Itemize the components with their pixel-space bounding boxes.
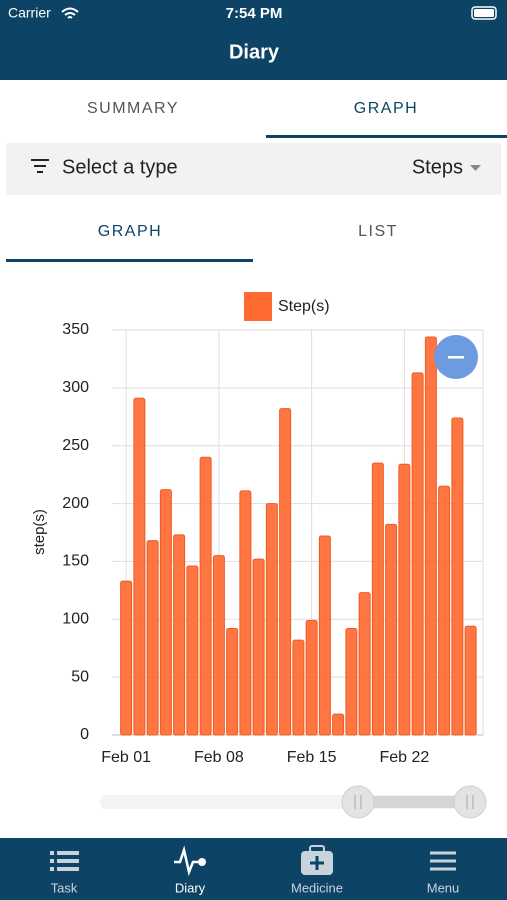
filter-row[interactable] xyxy=(6,143,501,195)
bar xyxy=(279,408,292,736)
filter-icon xyxy=(31,159,49,173)
tab-bar xyxy=(0,80,507,138)
header-title: Diary xyxy=(229,41,280,63)
bar xyxy=(265,503,278,736)
bar xyxy=(464,625,477,736)
bar xyxy=(332,713,345,736)
bar xyxy=(398,463,411,736)
bar xyxy=(292,639,305,736)
nav-item[interactable]: Medicine xyxy=(291,880,343,895)
bar xyxy=(146,540,159,736)
bar xyxy=(424,336,437,736)
bar xyxy=(199,456,212,736)
bar xyxy=(438,485,451,736)
y-tick-label: 0 xyxy=(80,726,89,743)
filter-value[interactable]: Steps xyxy=(412,156,463,178)
x-tick-label: Feb 08 xyxy=(194,749,244,766)
bar xyxy=(305,619,318,736)
bar xyxy=(133,397,146,736)
diary-icon xyxy=(174,845,198,877)
x-tick-label: Feb 01 xyxy=(101,749,151,766)
plot: 0 50 100 150 200 250 300 350 Feb 01 Feb 08 Feb 15 F… xyxy=(62,292,484,766)
x-tick-label: Feb 15 xyxy=(287,749,337,766)
battery-icon xyxy=(471,6,497,20)
nav-item[interactable]: Menu xyxy=(427,880,460,895)
wifi-icon xyxy=(61,7,79,19)
bar xyxy=(252,558,265,736)
slider-handle[interactable] xyxy=(341,785,375,819)
y-tick-label: 250 xyxy=(62,437,89,454)
bar xyxy=(239,490,252,736)
legend-label: Step(s) xyxy=(278,298,330,315)
carrier: Carrier xyxy=(8,5,51,21)
bar xyxy=(212,555,225,736)
filter-label[interactable]: Select a type xyxy=(62,156,178,178)
bar xyxy=(226,628,239,736)
battery-level xyxy=(474,9,494,17)
bar xyxy=(186,565,199,736)
subtab-active[interactable]: GRAPH xyxy=(98,223,162,240)
bar xyxy=(318,535,331,736)
legend-swatch xyxy=(244,292,272,321)
medicine-handle xyxy=(309,845,325,853)
bar xyxy=(411,372,424,736)
y-tick-label: 350 xyxy=(62,321,89,338)
menu-icon xyxy=(430,851,456,871)
bar xyxy=(371,462,384,736)
subtab-underline xyxy=(6,259,253,262)
bottom-nav xyxy=(0,838,507,900)
y-tick-label: 200 xyxy=(62,495,89,512)
header-bar xyxy=(0,0,507,80)
tab-active[interactable]: GRAPH xyxy=(354,100,418,117)
dropdown-arrow xyxy=(470,165,481,171)
task-icon xyxy=(50,851,79,871)
zoom-minus xyxy=(448,356,464,359)
tab-underline xyxy=(266,135,507,138)
y-axis-label: step(s) xyxy=(31,509,48,555)
handle-grip xyxy=(466,795,474,809)
medicine-cross xyxy=(310,856,324,870)
bar xyxy=(358,592,371,736)
nav-item[interactable]: Task xyxy=(51,880,78,895)
slider-handle[interactable] xyxy=(453,785,487,819)
bar xyxy=(120,580,133,736)
bar xyxy=(345,628,358,736)
y-tick-label: 300 xyxy=(62,379,89,396)
bar xyxy=(159,489,172,736)
y-tick-label: 50 xyxy=(71,668,89,685)
y-tick-label: 150 xyxy=(62,553,89,570)
diary-icon-dot xyxy=(198,858,206,866)
slider-range xyxy=(358,796,470,808)
handle-grip xyxy=(354,795,362,809)
nav-item-active[interactable]: Diary xyxy=(175,880,206,895)
bar xyxy=(451,417,464,736)
subtab[interactable]: LIST xyxy=(358,223,398,240)
tab[interactable]: SUMMARY xyxy=(87,100,179,117)
x-tick-label: Feb 22 xyxy=(379,749,429,766)
bar xyxy=(385,523,398,736)
clock: 7:54 PM xyxy=(226,5,283,22)
y-tick-label: 100 xyxy=(62,611,89,628)
bar xyxy=(173,534,186,736)
